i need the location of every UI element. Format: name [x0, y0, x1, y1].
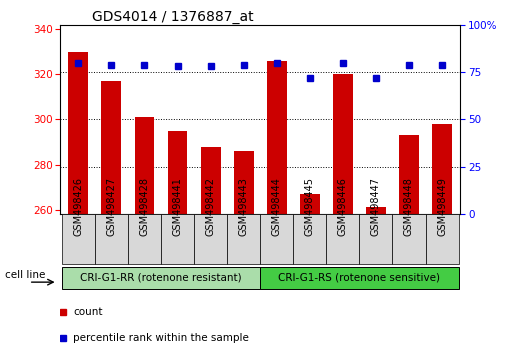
Bar: [69, 52, 88, 214]
Text: GSM498444: GSM498444: [272, 178, 282, 236]
Bar: [194, 214, 227, 264]
Bar: [366, 207, 386, 214]
Text: GSM498428: GSM498428: [140, 177, 150, 236]
Text: CRI-G1-RS (rotenone sensitive): CRI-G1-RS (rotenone sensitive): [278, 273, 440, 283]
Text: GSM498442: GSM498442: [206, 177, 215, 236]
Bar: [399, 135, 419, 214]
Bar: [426, 214, 459, 264]
Text: GDS4014 / 1376887_at: GDS4014 / 1376887_at: [92, 10, 254, 24]
Bar: [359, 214, 392, 264]
Text: GSM498426: GSM498426: [73, 177, 83, 236]
Bar: [167, 131, 187, 214]
Text: count: count: [73, 307, 103, 318]
Text: percentile rank within the sample: percentile rank within the sample: [73, 333, 249, 343]
Bar: [432, 124, 452, 214]
Text: CRI-G1-RR (rotenone resistant): CRI-G1-RR (rotenone resistant): [80, 273, 242, 283]
Text: GSM498446: GSM498446: [338, 178, 348, 236]
Bar: [62, 214, 95, 264]
Bar: [95, 214, 128, 264]
Bar: [300, 194, 320, 214]
Bar: [161, 214, 194, 264]
Bar: [267, 61, 287, 214]
Text: GSM498445: GSM498445: [305, 177, 315, 236]
Bar: [333, 74, 353, 214]
Text: GSM498443: GSM498443: [238, 178, 248, 236]
Bar: [128, 214, 161, 264]
Bar: [201, 147, 221, 214]
Bar: [260, 267, 459, 289]
Bar: [293, 214, 326, 264]
Bar: [227, 214, 260, 264]
Bar: [260, 214, 293, 264]
Text: cell line: cell line: [5, 270, 46, 280]
Bar: [326, 214, 359, 264]
Text: GSM498441: GSM498441: [173, 178, 183, 236]
Bar: [392, 214, 426, 264]
Text: GSM498447: GSM498447: [371, 177, 381, 236]
Bar: [234, 151, 254, 214]
Bar: [134, 117, 154, 214]
Bar: [101, 81, 121, 214]
Text: GSM498427: GSM498427: [106, 177, 117, 236]
Text: GSM498449: GSM498449: [437, 178, 447, 236]
Bar: [62, 267, 260, 289]
Text: GSM498448: GSM498448: [404, 178, 414, 236]
